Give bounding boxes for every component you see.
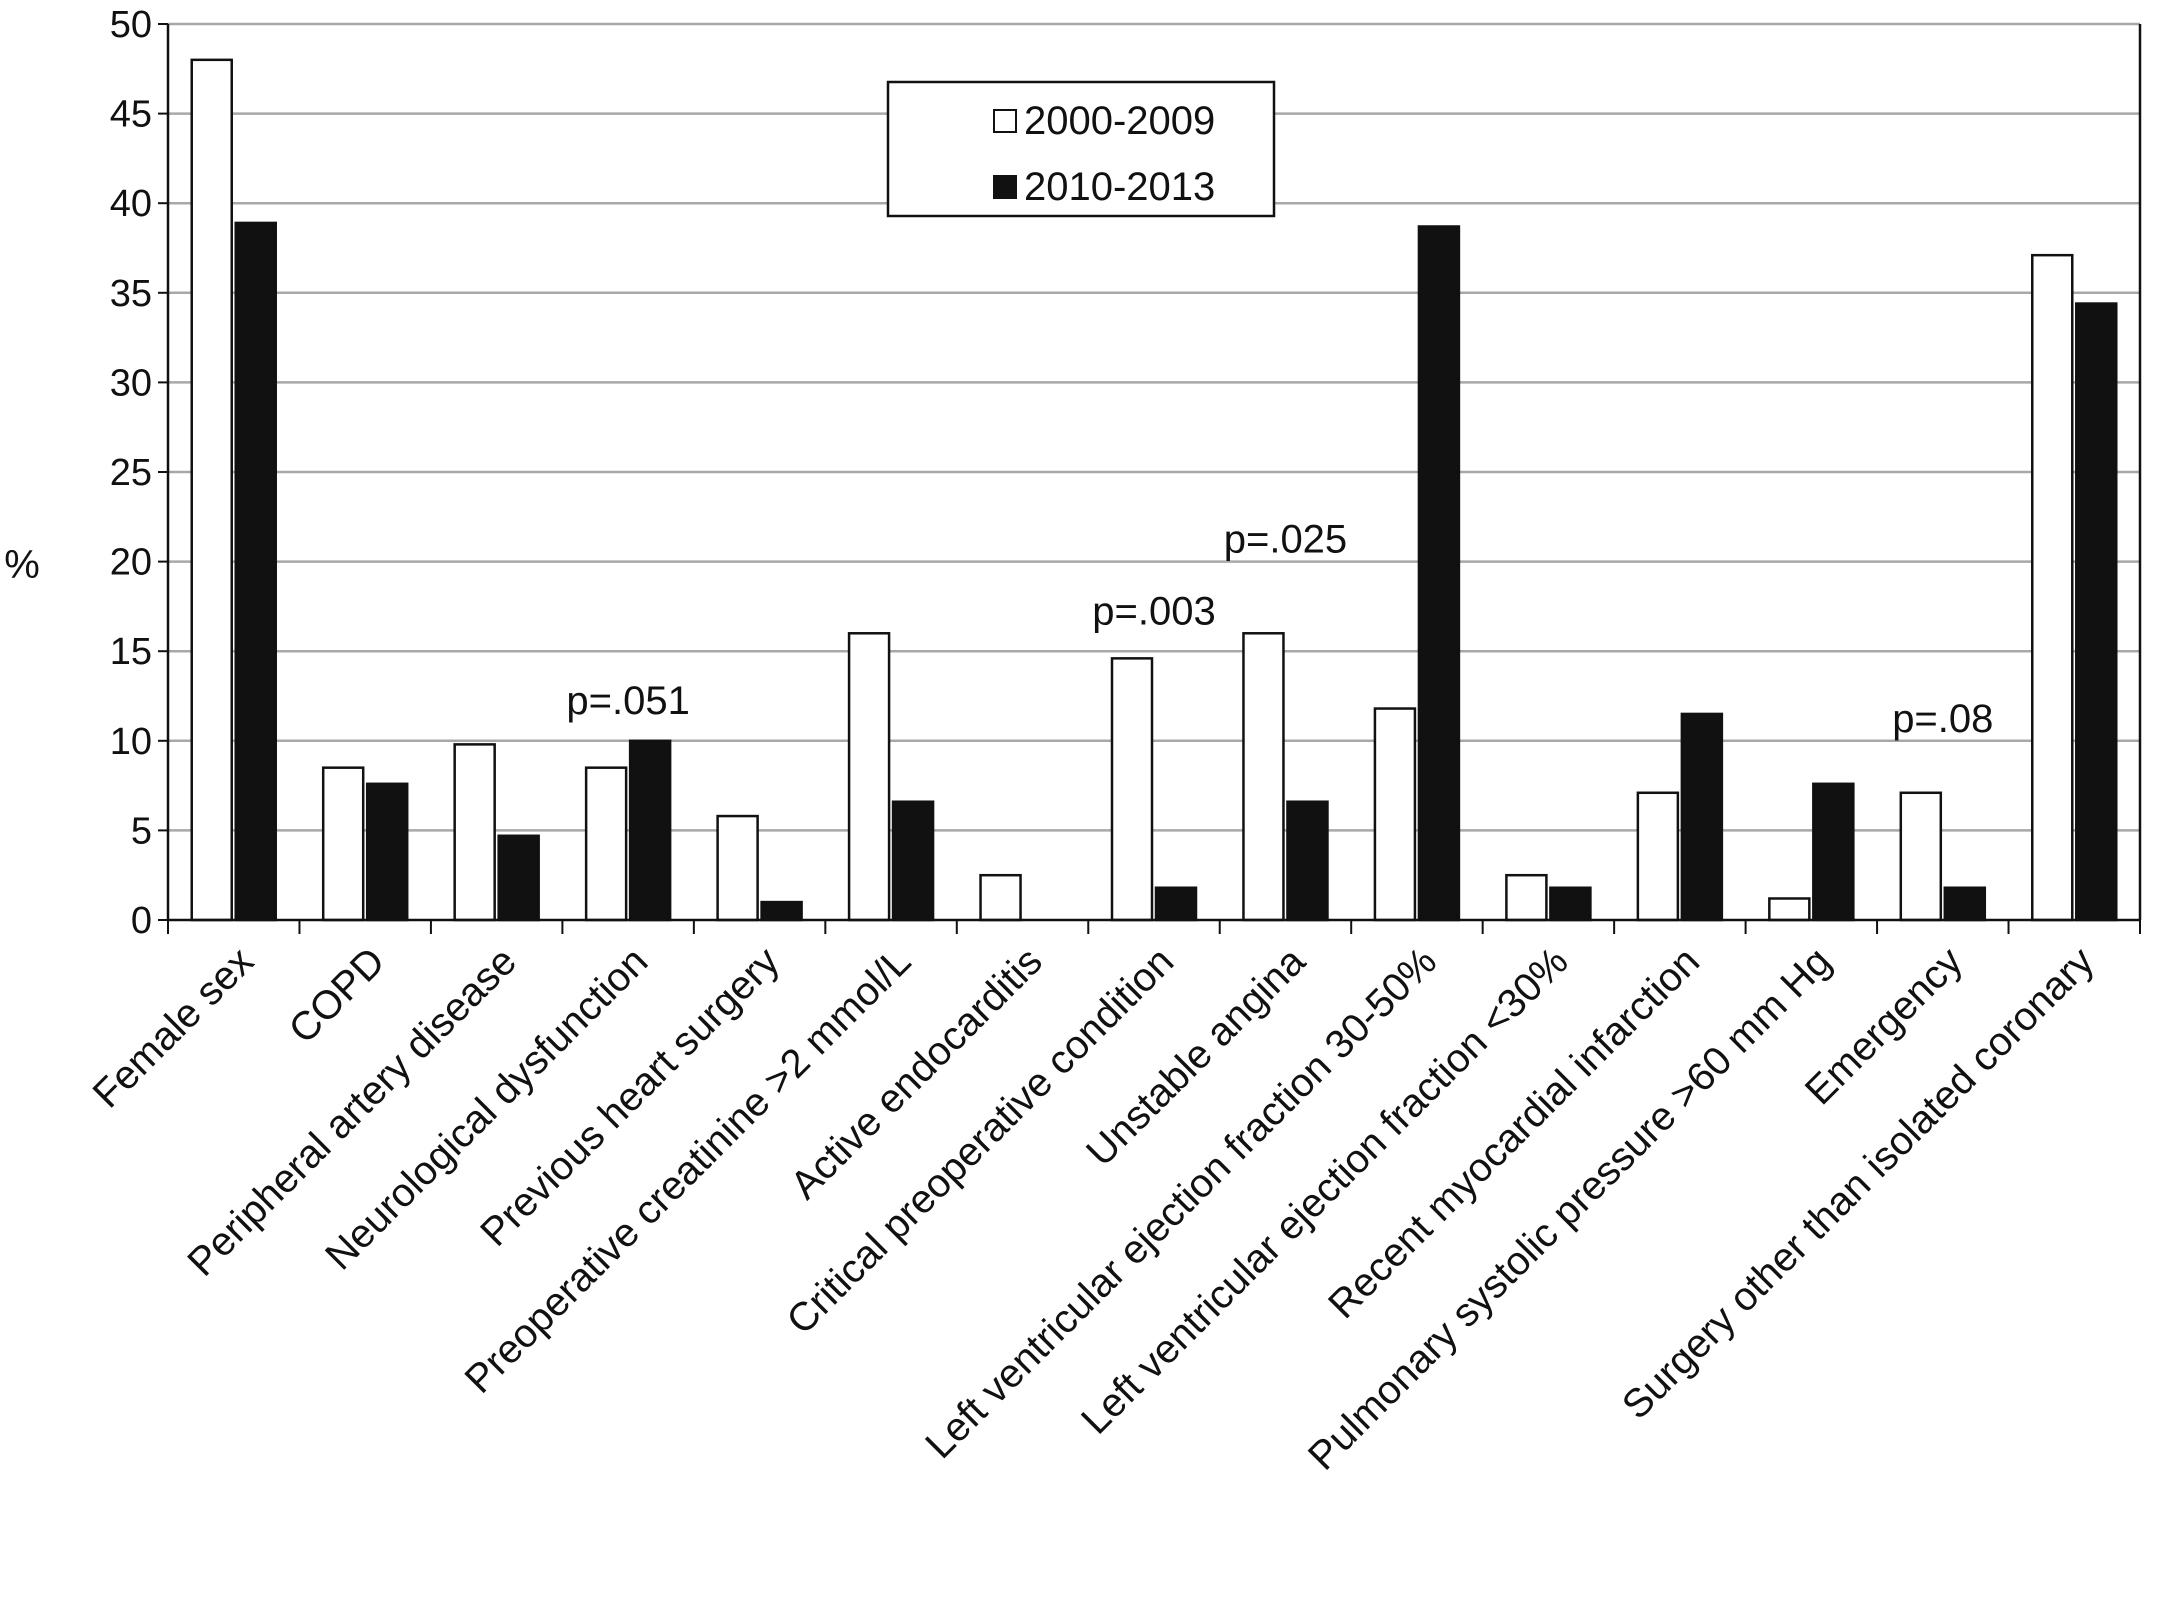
annotation-p-08: p=.08 (1892, 697, 1993, 741)
legend-label-2010-2013: 2010-2013 (1024, 165, 1215, 209)
bar-2000-2009-pulmonary-systolic-pressure-60-mm-hg (1768, 897, 1811, 922)
bar-2000-2009-female-sex (190, 58, 233, 922)
bar-2000-2009-active-endocarditis (979, 873, 1022, 922)
bar-2000-2009-recent-myocardial-infarction (1636, 791, 1680, 922)
bar-2000-2009-unstable-angina (1242, 632, 1285, 922)
y-axis-label: % (4, 543, 40, 587)
y-tick-label-30: 30 (110, 362, 152, 404)
bar-2010-2013-unstable-angina (1286, 800, 1329, 922)
bar-2010-2013-left-ventricular-ejection-fraction-30-50 (1417, 225, 1461, 922)
y-tick-label-35: 35 (110, 273, 152, 315)
annotation-p-025: p=.025 (1224, 518, 1347, 562)
bar-2000-2009-left-ventricular-ejection-fraction-30-50 (1373, 707, 1417, 922)
bar-2010-2013-pulmonary-systolic-pressure-60-mm-hg (1812, 782, 1855, 922)
annotation-p-003: p=.003 (1092, 589, 1215, 633)
y-tick-label-0: 0 (131, 900, 152, 942)
legend: 2000-2009 2010-2013 (886, 80, 1276, 218)
legend-box (886, 80, 1276, 218)
legend-label-2000-2009: 2000-2009 (1024, 99, 1215, 143)
legend-swatch-2010-2013 (993, 175, 1017, 199)
bar-2000-2009-surgery-other-than-isolated-coronary (2031, 253, 2074, 922)
bar-2000-2009-peripheral-artery-disease (453, 743, 496, 922)
x-label-female-sex: Female sex (85, 939, 262, 1116)
x-label-left-ventricular-ejection-fraction-30: Left ventricular ejection fraction <30% (1073, 939, 1577, 1443)
bar-2000-2009-emergency (1899, 791, 1943, 922)
bar-2010-2013-recent-myocardial-infarction (1680, 712, 1724, 922)
bar-2010-2013-neurological-dysfunction (628, 739, 672, 922)
bar-2000-2009-neurological-dysfunction (584, 766, 628, 922)
y-tick-label-5: 5 (131, 810, 152, 852)
x-label-unstable-angina: Unstable angina (1078, 939, 1314, 1175)
x-label-copd: COPD (281, 939, 394, 1052)
x-label-active-endocarditis: Active endocarditis (782, 939, 1051, 1208)
annotation-p-051: p=.051 (566, 679, 689, 723)
bar-2010-2013-preoperative-creatinine-2-mmol-l (891, 800, 935, 922)
y-tick-label-45: 45 (110, 94, 152, 136)
y-tick-label-50: 50 (110, 4, 152, 46)
y-tick-labels: 0 5 10 15 20 25 30 35 40 45 50 (110, 4, 168, 942)
bar-2010-2013-copd (365, 782, 409, 922)
y-tick-label-20: 20 (110, 542, 152, 584)
bar-2010-2013-surgery-other-than-isolated-coronary (2075, 302, 2118, 922)
bar-2010-2013-previous-heart-surgery (760, 900, 803, 922)
axes (166, 24, 2142, 934)
bar-2000-2009-left-ventricular-ejection-fraction-30 (1505, 873, 1548, 922)
x-label-surgery-other-than-isolated-coronary: Surgery other than isolated coronary (1614, 939, 2103, 1428)
bar-2000-2009-previous-heart-surgery (716, 814, 759, 922)
bar-2010-2013-peripheral-artery-disease (497, 834, 540, 922)
legend-swatch-2000-2009 (993, 109, 1017, 133)
y-tick-label-10: 10 (110, 721, 152, 763)
bar-2010-2013-critical-preoperative-condition (1154, 886, 1198, 922)
bar-2010-2013-female-sex (234, 221, 277, 922)
bar-2010-2013-left-ventricular-ejection-fraction-30 (1549, 886, 1592, 922)
y-tick-label-15: 15 (110, 631, 152, 673)
y-tick-label-40: 40 (110, 183, 152, 225)
bar-2000-2009-preoperative-creatinine-2-mmol-l (847, 632, 891, 922)
bar-2010-2013-emergency (1943, 886, 1987, 922)
y-tick-label-25: 25 (110, 452, 152, 494)
bar-2000-2009-critical-preoperative-condition (1110, 657, 1154, 922)
bar-2000-2009-copd (321, 766, 365, 922)
